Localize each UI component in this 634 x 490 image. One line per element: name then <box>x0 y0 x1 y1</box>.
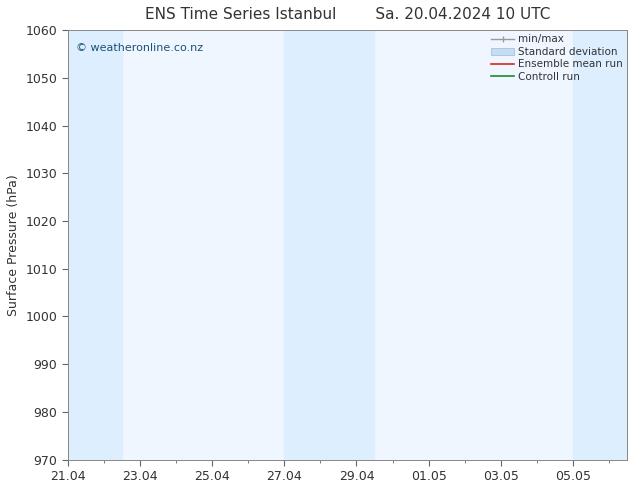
Bar <box>284 30 375 460</box>
Bar <box>68 30 122 460</box>
Bar <box>573 30 627 460</box>
Legend: min/max, Standard deviation, Ensemble mean run, Controll run: min/max, Standard deviation, Ensemble me… <box>489 32 625 84</box>
Title: ENS Time Series Istanbul        Sa. 20.04.2024 10 UTC: ENS Time Series Istanbul Sa. 20.04.2024 … <box>145 7 550 22</box>
Text: © weatheronline.co.nz: © weatheronline.co.nz <box>76 43 204 53</box>
Y-axis label: Surface Pressure (hPa): Surface Pressure (hPa) <box>7 174 20 316</box>
